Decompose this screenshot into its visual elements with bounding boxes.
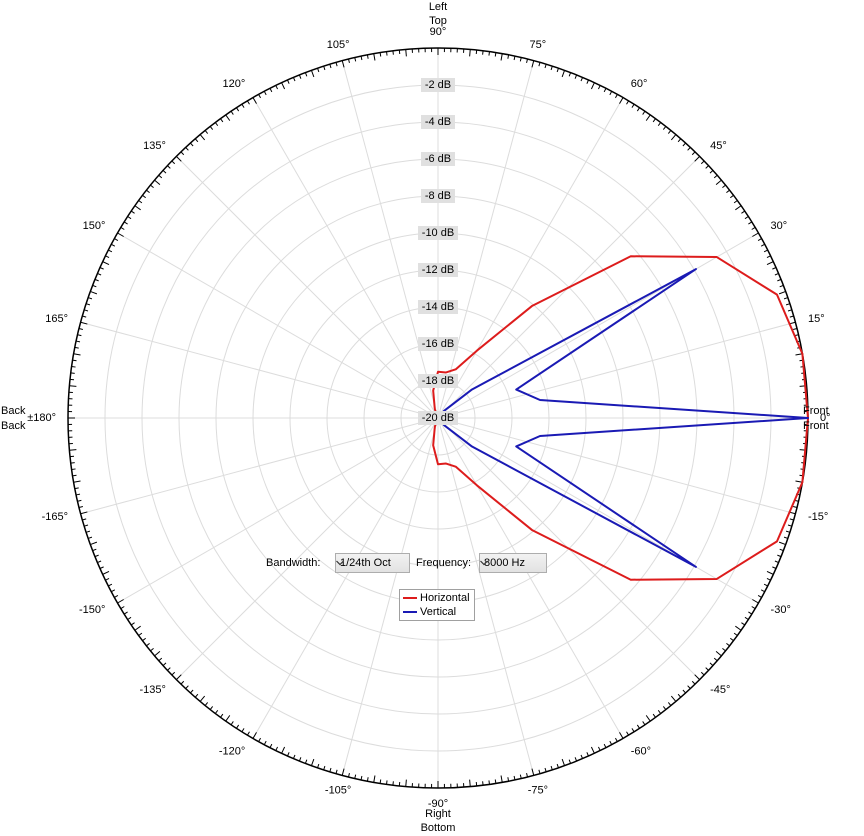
bandwidth-value: 1/24th Oct	[340, 557, 391, 569]
r-tick-label-bg	[418, 263, 458, 277]
angle-tick-label: 150°	[83, 220, 106, 232]
legend: Horizontal Vertical	[399, 589, 475, 621]
angle-tick-label: ±180°	[27, 412, 56, 424]
grid-spoke	[117, 417, 439, 604]
r-tick-label-bg	[418, 337, 458, 351]
annotation: Front	[803, 405, 829, 417]
grid-spoke	[80, 321, 439, 419]
angle-tick-label: 60°	[631, 78, 648, 90]
grid-spoke	[252, 417, 439, 739]
chevron	[336, 560, 344, 566]
frequency-select[interactable]: 8000 Hz	[479, 553, 547, 573]
angle-tick-label: -45°	[710, 684, 730, 696]
angle-tick-label: -120°	[219, 746, 245, 758]
annotation: Front	[803, 420, 829, 432]
grid-spoke	[80, 417, 439, 515]
r-tick-label-bg	[418, 374, 458, 388]
angle-tick-label: 165°	[45, 313, 68, 325]
angle-tick-label: 30°	[771, 220, 788, 232]
annotation: Left	[429, 1, 447, 13]
series-line	[437, 268, 809, 568]
r-tick-label: -20 dB	[422, 412, 454, 424]
legend-swatch	[403, 597, 417, 600]
legend-entry: Horizontal	[403, 592, 470, 605]
angle-tick-label: 0°	[820, 412, 831, 424]
angle-tick-label: -60°	[631, 746, 651, 758]
grid-spoke	[437, 417, 535, 776]
angle-tick-label: 90°	[430, 26, 447, 38]
r-tick-label-bg	[421, 152, 455, 166]
angle-tick-label: -15°	[808, 511, 828, 523]
r-tick-label-bg	[421, 115, 455, 129]
annotation: Back	[1, 420, 26, 432]
angle-tick-label: -75°	[528, 785, 548, 797]
r-tick-label: -6 dB	[425, 153, 451, 165]
r-tick-label: -2 dB	[425, 79, 451, 91]
angle-tick-label: 135°	[143, 140, 166, 152]
bandwidth-label: Bandwidth:	[266, 557, 321, 569]
r-tick-label: -16 dB	[422, 338, 454, 350]
legend-label: Horizontal	[420, 592, 470, 604]
annotation: Right	[425, 808, 451, 820]
grid-spoke	[437, 97, 624, 419]
angle-tick-label: -165°	[42, 511, 68, 523]
r-tick-label: -12 dB	[422, 264, 454, 276]
angle-tick-label: -135°	[139, 684, 165, 696]
angle-tick-label: 105°	[327, 39, 350, 51]
grid-spoke	[341, 60, 439, 419]
grid-spoke	[252, 97, 439, 419]
angle-tick-label: -150°	[79, 604, 105, 616]
angle-tick-label: 75°	[530, 39, 547, 51]
r-tick-label-bg	[418, 300, 458, 314]
r-tick-label-bg	[418, 411, 458, 425]
angle-tick-label: 15°	[808, 313, 825, 325]
frequency-label: Frequency:	[416, 557, 472, 569]
frequency-value: 8000 Hz	[484, 557, 525, 569]
r-tick-label-bg	[418, 226, 458, 240]
angle-tick-label: 45°	[710, 140, 727, 152]
angle-tick-label: -90°	[428, 798, 448, 810]
grid-spoke	[437, 60, 535, 419]
grid-spoke	[117, 232, 439, 419]
grid-spoke	[437, 417, 759, 604]
grid-spoke	[437, 321, 796, 419]
legend-entry: Vertical	[403, 606, 456, 619]
r-tick-label: -4 dB	[425, 116, 451, 128]
chevron	[480, 560, 488, 566]
r-tick-label: -10 dB	[422, 227, 454, 239]
grid-spoke	[437, 417, 796, 515]
grid-spoke	[176, 417, 439, 680]
r-tick-label: -14 dB	[422, 301, 454, 313]
angle-tick-label: -30°	[771, 604, 791, 616]
angle-tick-label: -105°	[325, 785, 351, 797]
grid-spoke	[437, 232, 759, 419]
r-tick-label: -18 dB	[422, 375, 454, 387]
grid-spoke	[176, 156, 439, 419]
angle-tick-label: 120°	[223, 78, 246, 90]
annotation: Top	[429, 15, 447, 27]
annotation: Back	[1, 405, 26, 417]
legend-label: Vertical	[420, 606, 457, 618]
bandwidth-select[interactable]: 1/24th Oct	[335, 553, 410, 573]
annotation: Bottom	[421, 822, 456, 834]
r-tick-label-bg	[421, 78, 455, 92]
grid-spoke	[341, 417, 439, 776]
legend-swatch	[403, 611, 417, 614]
grid-spoke	[437, 417, 624, 739]
r-tick-label-bg	[421, 189, 455, 203]
r-tick-label: -8 dB	[425, 190, 451, 202]
